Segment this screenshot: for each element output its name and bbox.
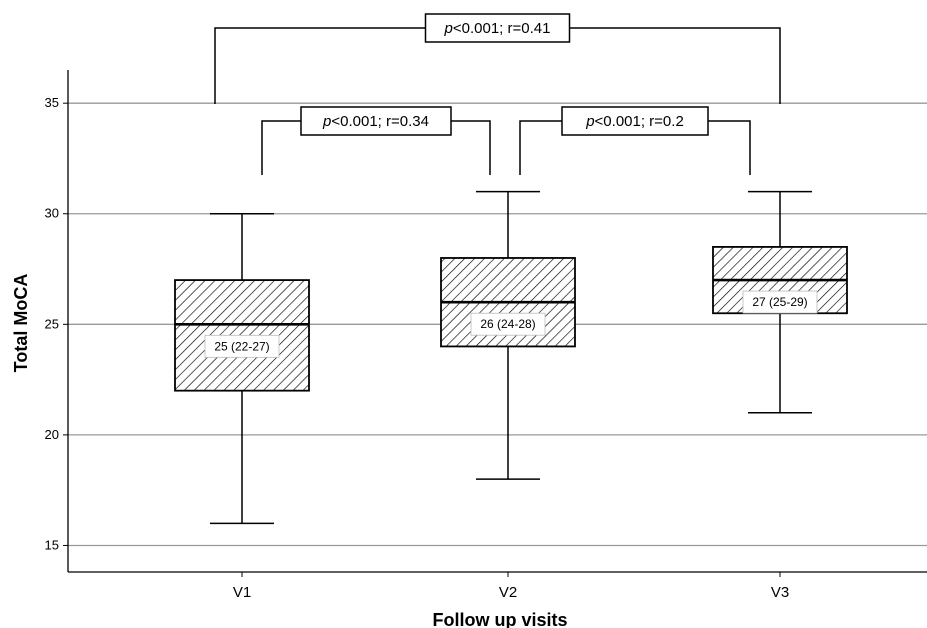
axes: 15 20 25 30 35 V1 V2 V3: [45, 70, 927, 601]
y-tick-label: 15: [45, 537, 59, 552]
y-axis-title: Total MoCA: [11, 274, 31, 373]
y-tick-label: 35: [45, 95, 59, 110]
median-label: 27 (25-29): [752, 295, 807, 309]
bracket-label-box: [424, 13, 571, 43]
x-tick-label: V1: [233, 584, 251, 601]
bracket-label: p<0.001; r=0.41: [444, 20, 551, 37]
bracket-V1-V3: p<0.001; r=0.41: [214, 13, 781, 104]
x-axis-title: Follow up visits: [432, 610, 567, 628]
median-label: 26 (24-28): [480, 317, 535, 331]
x-tick-label: V2: [499, 584, 517, 601]
significance-brackets: p<0.001; r=0.41p<0.001; r=0.34 p<0.001; r…: [214, 13, 781, 175]
bracket-V1-V2: p<0.001; r=0.34: [261, 106, 491, 175]
bracket-label: p<0.001; r=0.34: [322, 113, 429, 130]
bracket-V2-V3: p<0.001; r=0.2: [519, 106, 751, 175]
median-label-box: [470, 312, 546, 336]
median-label-box: [742, 290, 818, 314]
median-label: 25 (22-27): [214, 339, 269, 353]
bracket-label-box: [561, 106, 709, 136]
stat-text: <0.001; r=0.2: [595, 113, 684, 130]
p-symbol: p: [322, 113, 331, 130]
bracket-label-box: [300, 106, 452, 136]
stat-text: <0.001; r=0.41: [453, 20, 551, 37]
x-tick-label: V3: [771, 584, 789, 601]
y-tick-label: 25: [45, 316, 59, 331]
y-tick-label: 20: [45, 427, 59, 442]
bracket-label: p<0.001; r=0.2: [585, 113, 684, 130]
box-V1: 25 (22-27): [174, 212, 310, 525]
stat-text: <0.001; r=0.34: [331, 113, 429, 130]
y-tick-label: 30: [45, 206, 59, 221]
median-label-box: [204, 334, 280, 358]
p-symbol: p: [444, 20, 453, 37]
boxes: 25 (22-27) 26 (24-28) 27 (25-29): [174, 190, 848, 525]
p-symbol: p: [585, 113, 594, 130]
box-V2: 26 (24-28): [440, 190, 576, 480]
box-V3: 27 (25-29): [712, 190, 848, 414]
